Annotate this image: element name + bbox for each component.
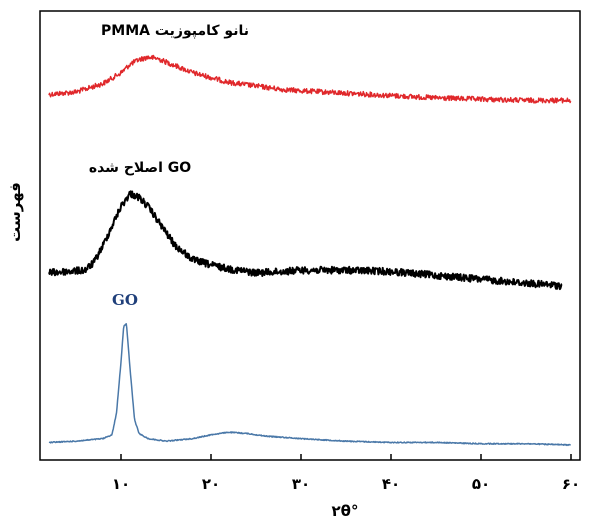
x-tick-label: ۴۰ bbox=[382, 475, 400, 493]
y-axis-title: فهرست bbox=[6, 182, 24, 242]
x-tick-label: ۱۰ bbox=[112, 475, 130, 493]
series-label-modified-go: GO اصلاح شده bbox=[89, 160, 191, 176]
series-line-0 bbox=[48, 54, 572, 104]
x-tick-label: ۶۰ bbox=[562, 475, 580, 493]
series-label-pmma: نانو کامپوزیت PMMA bbox=[101, 23, 249, 39]
x-tick-label: ۲۰ bbox=[202, 475, 220, 493]
series-label-go: GO bbox=[112, 291, 138, 309]
x-axis-ticks: ۱۰ ۲۰ ۳۰ ۴۰ ۵۰ ۶۰ bbox=[112, 454, 580, 493]
series-line-2 bbox=[48, 323, 571, 447]
x-tick-label: ۳۰ bbox=[292, 475, 310, 493]
series-line-1 bbox=[48, 190, 563, 291]
x-axis-title: ۲θ° bbox=[332, 502, 359, 519]
series-layer bbox=[48, 54, 572, 447]
plot-frame bbox=[39, 10, 581, 461]
x-tick-label: ۵۰ bbox=[472, 475, 490, 493]
